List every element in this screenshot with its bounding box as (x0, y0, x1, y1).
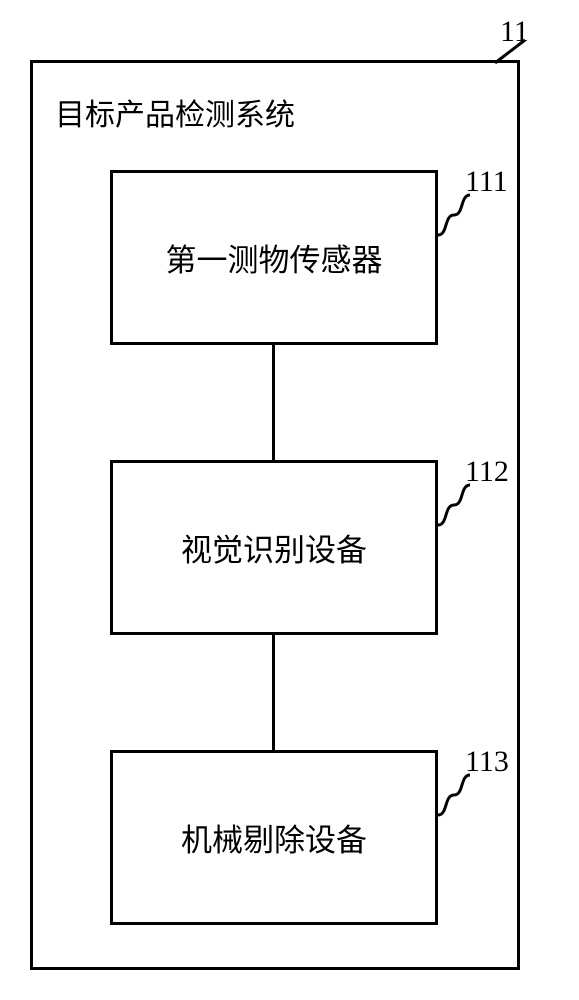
flow-node-callout-label: 111 (465, 165, 508, 199)
flow-node-box: 视觉识别设备 (110, 460, 438, 635)
flow-node-callout-label: 113 (465, 745, 509, 779)
flow-node-box: 机械剔除设备 (110, 750, 438, 925)
callout-squiggle (438, 485, 478, 535)
flow-node-callout-label: 112 (465, 455, 509, 489)
outer-system-title: 目标产品检测系统 (55, 90, 295, 134)
outer-callout-label: 11 (500, 15, 529, 49)
flow-node-label: 机械剔除设备 (181, 815, 367, 860)
callout-squiggle (438, 775, 478, 825)
diagram-canvas: 11 目标产品检测系统 第一测物传感器 111 视觉识别设备 112 机械剔除设备 113 (0, 0, 579, 1000)
flow-node-label: 第一测物传感器 (166, 235, 383, 280)
flow-node-box: 第一测物传感器 (110, 170, 438, 345)
connector-line (272, 635, 275, 750)
callout-squiggle (438, 195, 478, 245)
flow-node-label: 视觉识别设备 (181, 525, 367, 570)
connector-line (272, 345, 275, 460)
